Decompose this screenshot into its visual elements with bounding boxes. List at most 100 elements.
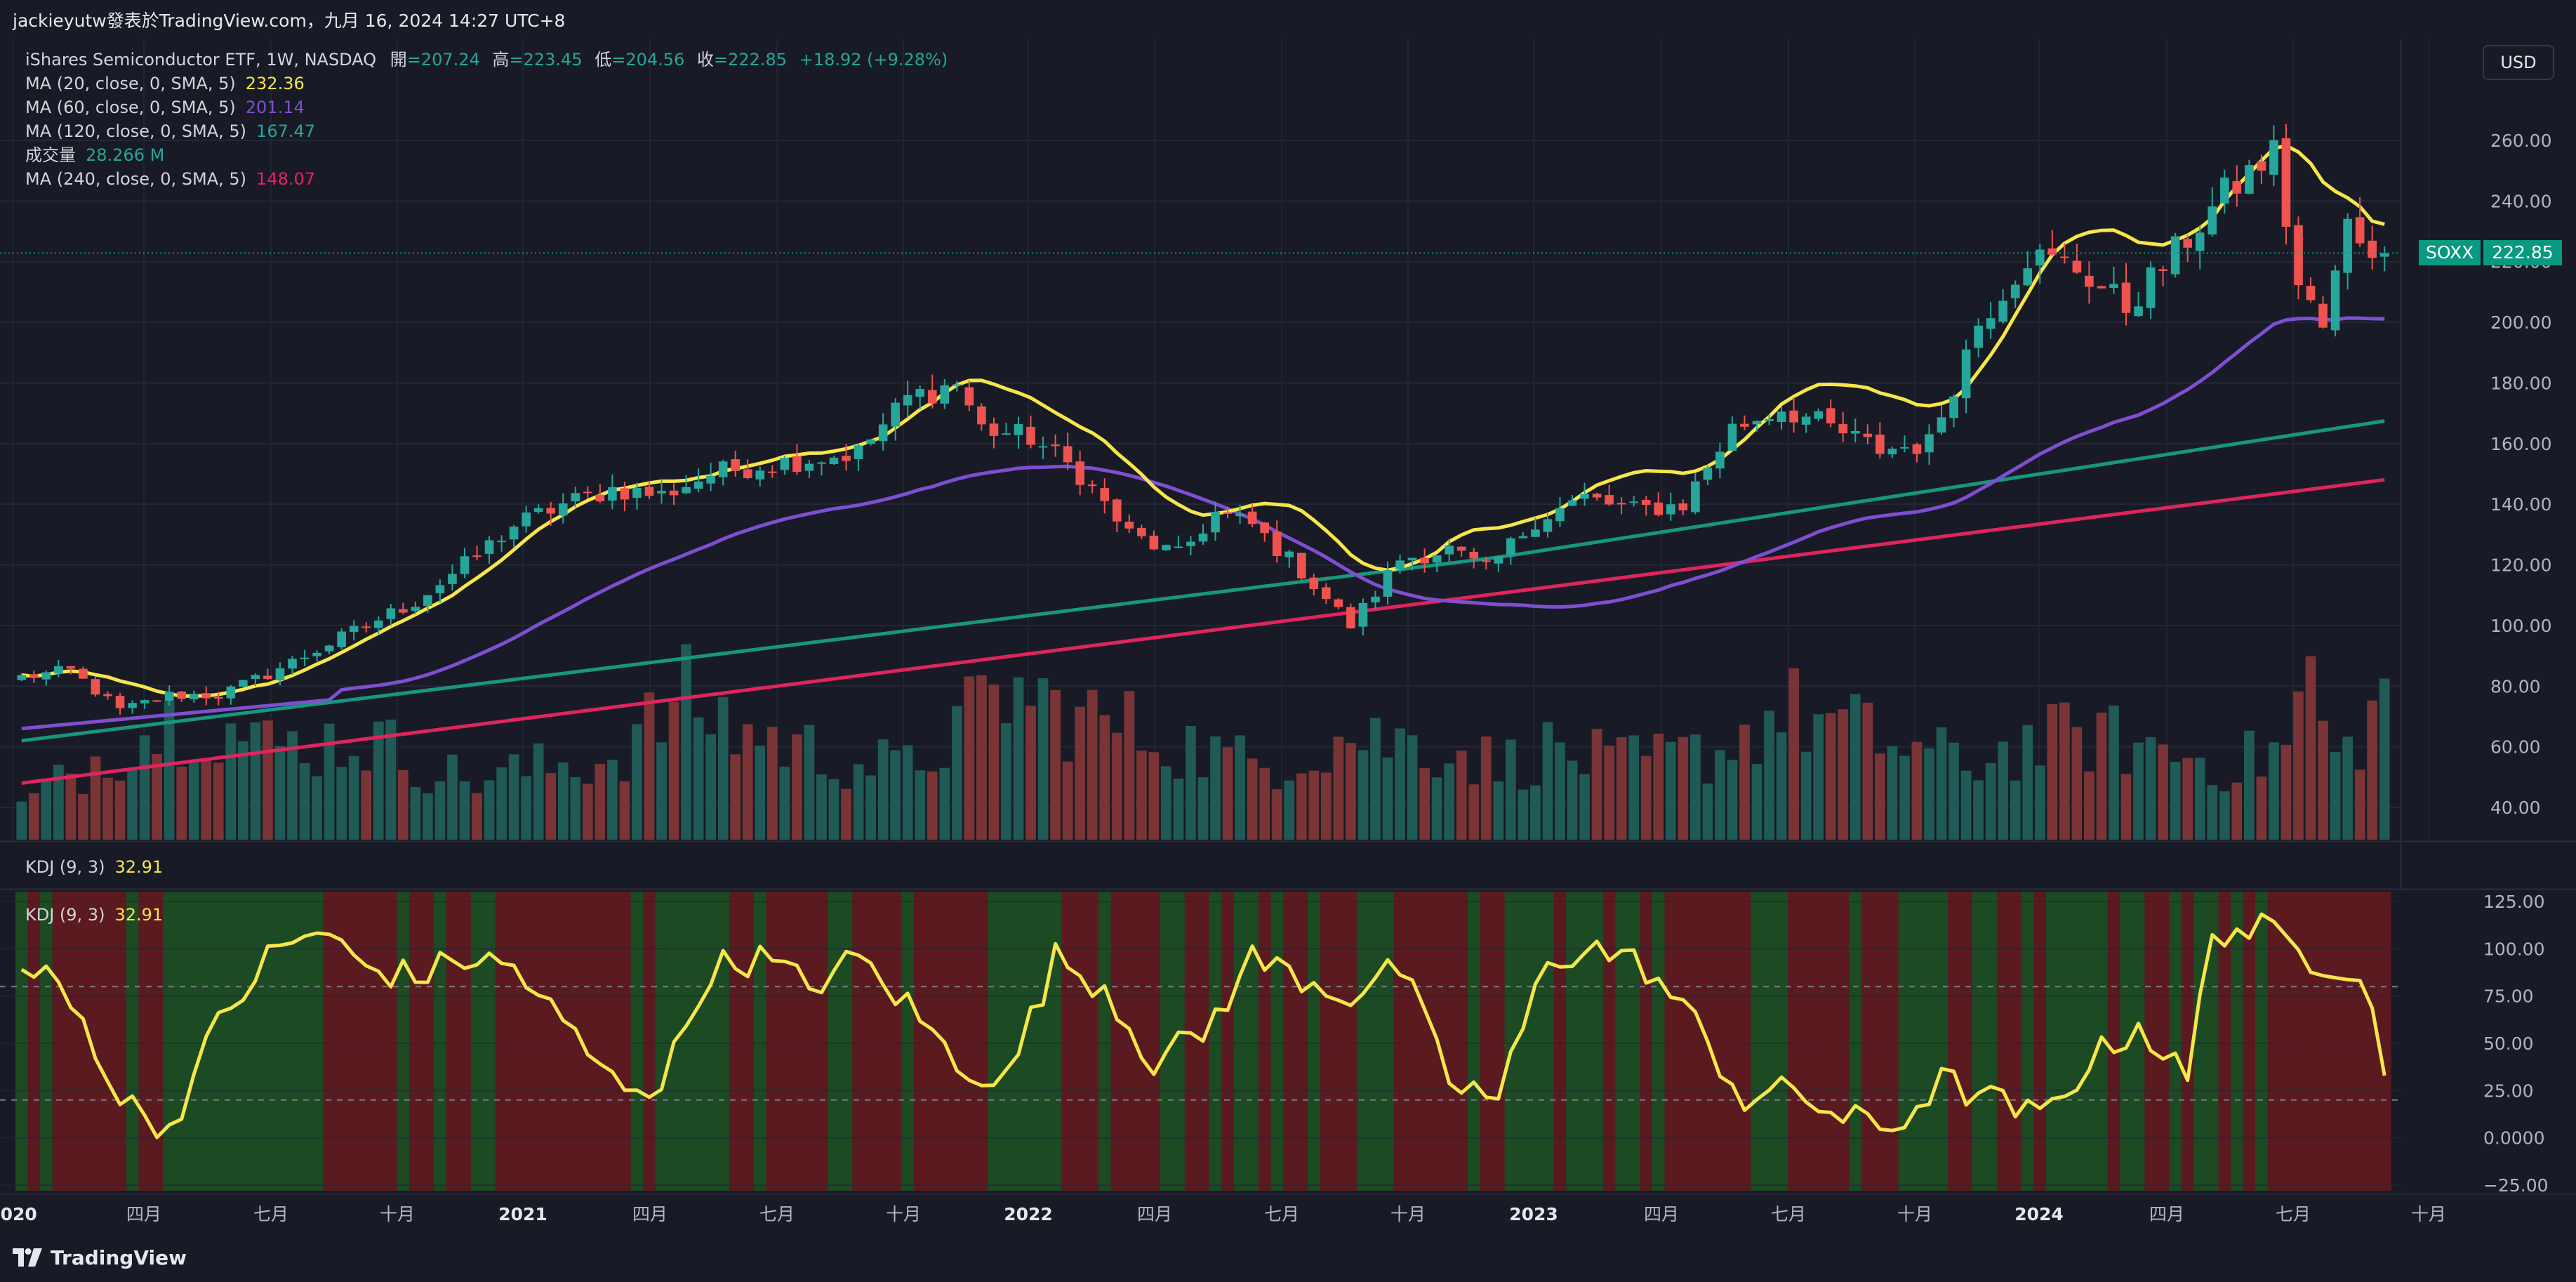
price-tick-label: 240.00 [2490,191,2551,211]
candle-body [522,512,531,527]
candle-body [2047,248,2057,255]
kdj-line [20,912,2386,1139]
kdj-bg-band [828,892,841,1191]
candle-body [411,607,420,612]
candle-body [1838,423,1848,434]
volume-bar [964,676,975,840]
kdj-bg-band [1221,892,1235,1191]
kdj-bg-band [1246,892,1259,1191]
chart-canvas[interactable]: 260.00240.00220.00200.00180.00160.00140.… [0,39,2576,1233]
legend-ma240[interactable]: MA (240, close, 0, SMA, 5) 148.07 [25,167,948,191]
volume-bar [816,774,827,840]
legend-ma60[interactable]: MA (60, close, 0, SMA, 5) 201.14 [25,95,948,119]
candle-body [1629,501,1638,503]
volume-bar [2379,678,2390,840]
candle-body [1198,534,1208,542]
candle-body [251,675,260,680]
kdj-legend-label-2: KDJ (9, 3) [25,905,105,925]
volume-bar [1727,760,1738,840]
candle-body [2281,138,2291,227]
volume-bar [668,701,679,840]
volume-bar [570,777,581,840]
volume-bar [2010,780,2021,840]
tradingview-logo-icon [13,1248,42,1267]
volume-bar [717,696,729,840]
kdj-pane-legend[interactable]: KDJ (9, 3) 32.91 [25,855,163,879]
volume-bar [2059,702,2070,840]
kdj-bg-band [385,892,398,1191]
volume-bar [1075,706,1086,840]
volume-bar [1530,785,1541,840]
volume-bar [1960,770,1972,840]
candle-body [1912,444,1922,454]
kdj-bg-band [1775,892,1788,1191]
candle-body [1961,349,1971,399]
candle-body [1949,396,1958,418]
candle-body [386,608,396,619]
kdj-bg-band [2267,892,2280,1191]
candle-body [1641,499,1651,505]
volume-bar [385,719,397,840]
volume-bar [78,793,88,840]
kdj-bg-band [1836,892,1850,1191]
volume-bar [1628,735,1640,840]
volume-bar [2243,730,2255,840]
candle-body [1334,599,1343,607]
candle-body [398,609,408,613]
candle-body [1063,446,1073,463]
candle-body [226,686,236,699]
kdj-bg-band [1553,892,1567,1191]
kdj-bg-band [754,892,767,1191]
volume-bar [53,765,64,840]
candle-body [595,494,605,502]
time-tick-label: 七月 [253,1204,288,1224]
kdj-bg-band [1947,892,1960,1191]
volume-bar [1197,777,1209,840]
currency-button[interactable]: USD [2483,45,2554,80]
kdj-bg-band [1529,892,1542,1191]
tradingview-logo[interactable]: TradingView [13,1246,187,1269]
candle-body [1986,318,1996,329]
time-tick-label: 2023 [1509,1204,1558,1224]
kdj-bg-band [1110,892,1124,1191]
legend-volume-value: 28.266 M [86,145,165,165]
legend-ma20[interactable]: MA (20, close, 0, SMA, 5) 232.36 [25,72,948,95]
kdj-bg-band [1960,892,1973,1191]
time-tick-label: 2024 [2014,1204,2064,1224]
kdj-bg-band [237,892,250,1191]
kdj-bg-band [1713,892,1727,1191]
kdj-pane-legend-inner[interactable]: KDJ (9, 3) 32.91 [25,903,163,927]
candle-body [2306,286,2316,300]
kdj-bg-band [679,892,693,1191]
kdj-bg-band [839,892,853,1191]
time-tick-label: 七月 [1264,1204,1299,1224]
legend-ma120[interactable]: MA (120, close, 0, SMA, 5) 167.47 [25,119,948,143]
volume-bar [434,781,446,840]
candle-body [1137,527,1146,536]
volume-bar [915,770,926,840]
kdj-bg-band [2378,892,2391,1191]
kdj-bg-band [2083,892,2096,1191]
kdj-bg-band [409,892,423,1191]
kdj-bg-band [2365,892,2379,1191]
volume-bar [976,675,987,840]
kdj-bg-band [1578,892,1591,1191]
candle-body [1100,488,1110,501]
candle-body [361,626,371,628]
candle-body [632,487,642,498]
volume-bar [1333,736,1344,840]
candle-body [1469,551,1479,559]
candle-body [1112,499,1122,522]
volume-bar [1296,773,1307,840]
candle-body [571,493,580,502]
volume-bar [828,779,839,840]
volume-bar [1320,772,1332,840]
volume-bar [1665,741,1676,840]
volume-bar [951,706,962,840]
volume-bar [632,724,642,840]
volume-bar [1271,789,1282,840]
candle-body [854,445,863,459]
kdj-bg-band [692,892,705,1191]
legend-volume[interactable]: 成交量 28.266 M [25,143,948,167]
volume-bar [1518,789,1529,840]
